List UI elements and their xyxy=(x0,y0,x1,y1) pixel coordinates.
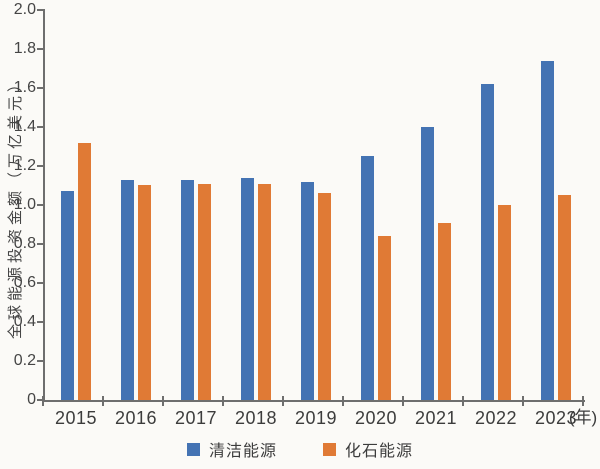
x-tick-label: 2020 xyxy=(354,408,398,428)
y-tick-label: 0.2 xyxy=(13,352,36,369)
bar-fossil-2017 xyxy=(198,184,211,400)
y-tick-label: 1.8 xyxy=(13,40,36,57)
y-tick-label: 0.4 xyxy=(13,313,36,330)
y-axis-tick xyxy=(37,399,43,401)
y-axis-tick xyxy=(37,165,43,167)
x-tick-label: 2018 xyxy=(234,408,278,428)
y-tick-label: 0.8 xyxy=(13,235,36,252)
bar-clean-2023 xyxy=(541,61,554,400)
bar-fossil-2016 xyxy=(138,185,151,400)
y-tick-label: 0 xyxy=(27,391,36,408)
bar-fossil-2019 xyxy=(318,193,331,400)
x-tick-label: 2021 xyxy=(414,408,458,428)
x-tick-label: 2023 xyxy=(534,408,578,428)
y-axis-line xyxy=(43,9,45,402)
bar-clean-2020 xyxy=(361,156,374,400)
y-axis-tick xyxy=(37,87,43,89)
legend: 清洁能源 化石能源 xyxy=(0,437,600,461)
bar-fossil-2015 xyxy=(78,143,91,400)
y-tick-label: 1.6 xyxy=(13,79,36,96)
y-axis-tick xyxy=(37,48,43,50)
y-axis-tick xyxy=(37,243,43,245)
x-tick-label: 2017 xyxy=(174,408,218,428)
y-axis-tick xyxy=(37,360,43,362)
bar-fossil-2022 xyxy=(498,205,511,400)
x-tick-label: 2016 xyxy=(114,408,158,428)
legend-item-clean-energy: 清洁能源 xyxy=(186,437,277,461)
y-axis-tick xyxy=(37,321,43,323)
x-axis-tick xyxy=(42,396,44,406)
x-tick-label: 2015 xyxy=(54,408,98,428)
y-tick-label: 2.0 xyxy=(13,1,36,18)
y-tick-label: 0.6 xyxy=(13,274,36,291)
legend-swatch-fossil-icon xyxy=(323,442,336,456)
legend-swatch-clean-icon xyxy=(186,442,200,456)
bar-fossil-2018 xyxy=(258,184,271,400)
x-axis-tick xyxy=(282,396,284,406)
x-axis-tick xyxy=(582,396,584,406)
bar-clean-2016 xyxy=(121,180,134,400)
x-axis-tick xyxy=(462,396,464,406)
bar-clean-2019 xyxy=(301,182,314,400)
legend-label-fossil-energy: 化石能源 xyxy=(345,443,414,460)
x-axis-tick xyxy=(102,396,104,406)
bar-fossil-2021 xyxy=(438,223,451,400)
x-axis-unit-label: (年) xyxy=(568,408,598,427)
bar-clean-2015 xyxy=(61,191,74,400)
x-axis-tick xyxy=(402,396,404,406)
x-tick-label: 2022 xyxy=(474,408,518,428)
bar-clean-2022 xyxy=(481,84,494,400)
x-axis-tick xyxy=(522,396,524,406)
y-tick-label: 1.0 xyxy=(13,196,36,213)
legend-item-fossil-energy: 化石能源 xyxy=(323,437,413,461)
y-axis-tick xyxy=(37,126,43,128)
bar-clean-2017 xyxy=(181,180,194,400)
y-axis-tick xyxy=(37,9,43,11)
y-tick-label: 1.4 xyxy=(13,118,36,135)
x-axis-line xyxy=(43,400,585,402)
legend-label-clean-energy: 清洁能源 xyxy=(208,443,277,460)
bar-fossil-2020 xyxy=(378,236,391,400)
x-axis-tick xyxy=(162,396,164,406)
x-axis-tick xyxy=(222,396,224,406)
y-axis-tick xyxy=(37,204,43,206)
y-tick-label: 1.2 xyxy=(13,157,36,174)
bar-fossil-2023 xyxy=(558,195,571,400)
bar-clean-2018 xyxy=(241,178,254,400)
x-tick-label: 2019 xyxy=(294,408,338,428)
bar-clean-2021 xyxy=(421,127,434,400)
x-axis-tick xyxy=(342,396,344,406)
y-axis-tick xyxy=(37,282,43,284)
